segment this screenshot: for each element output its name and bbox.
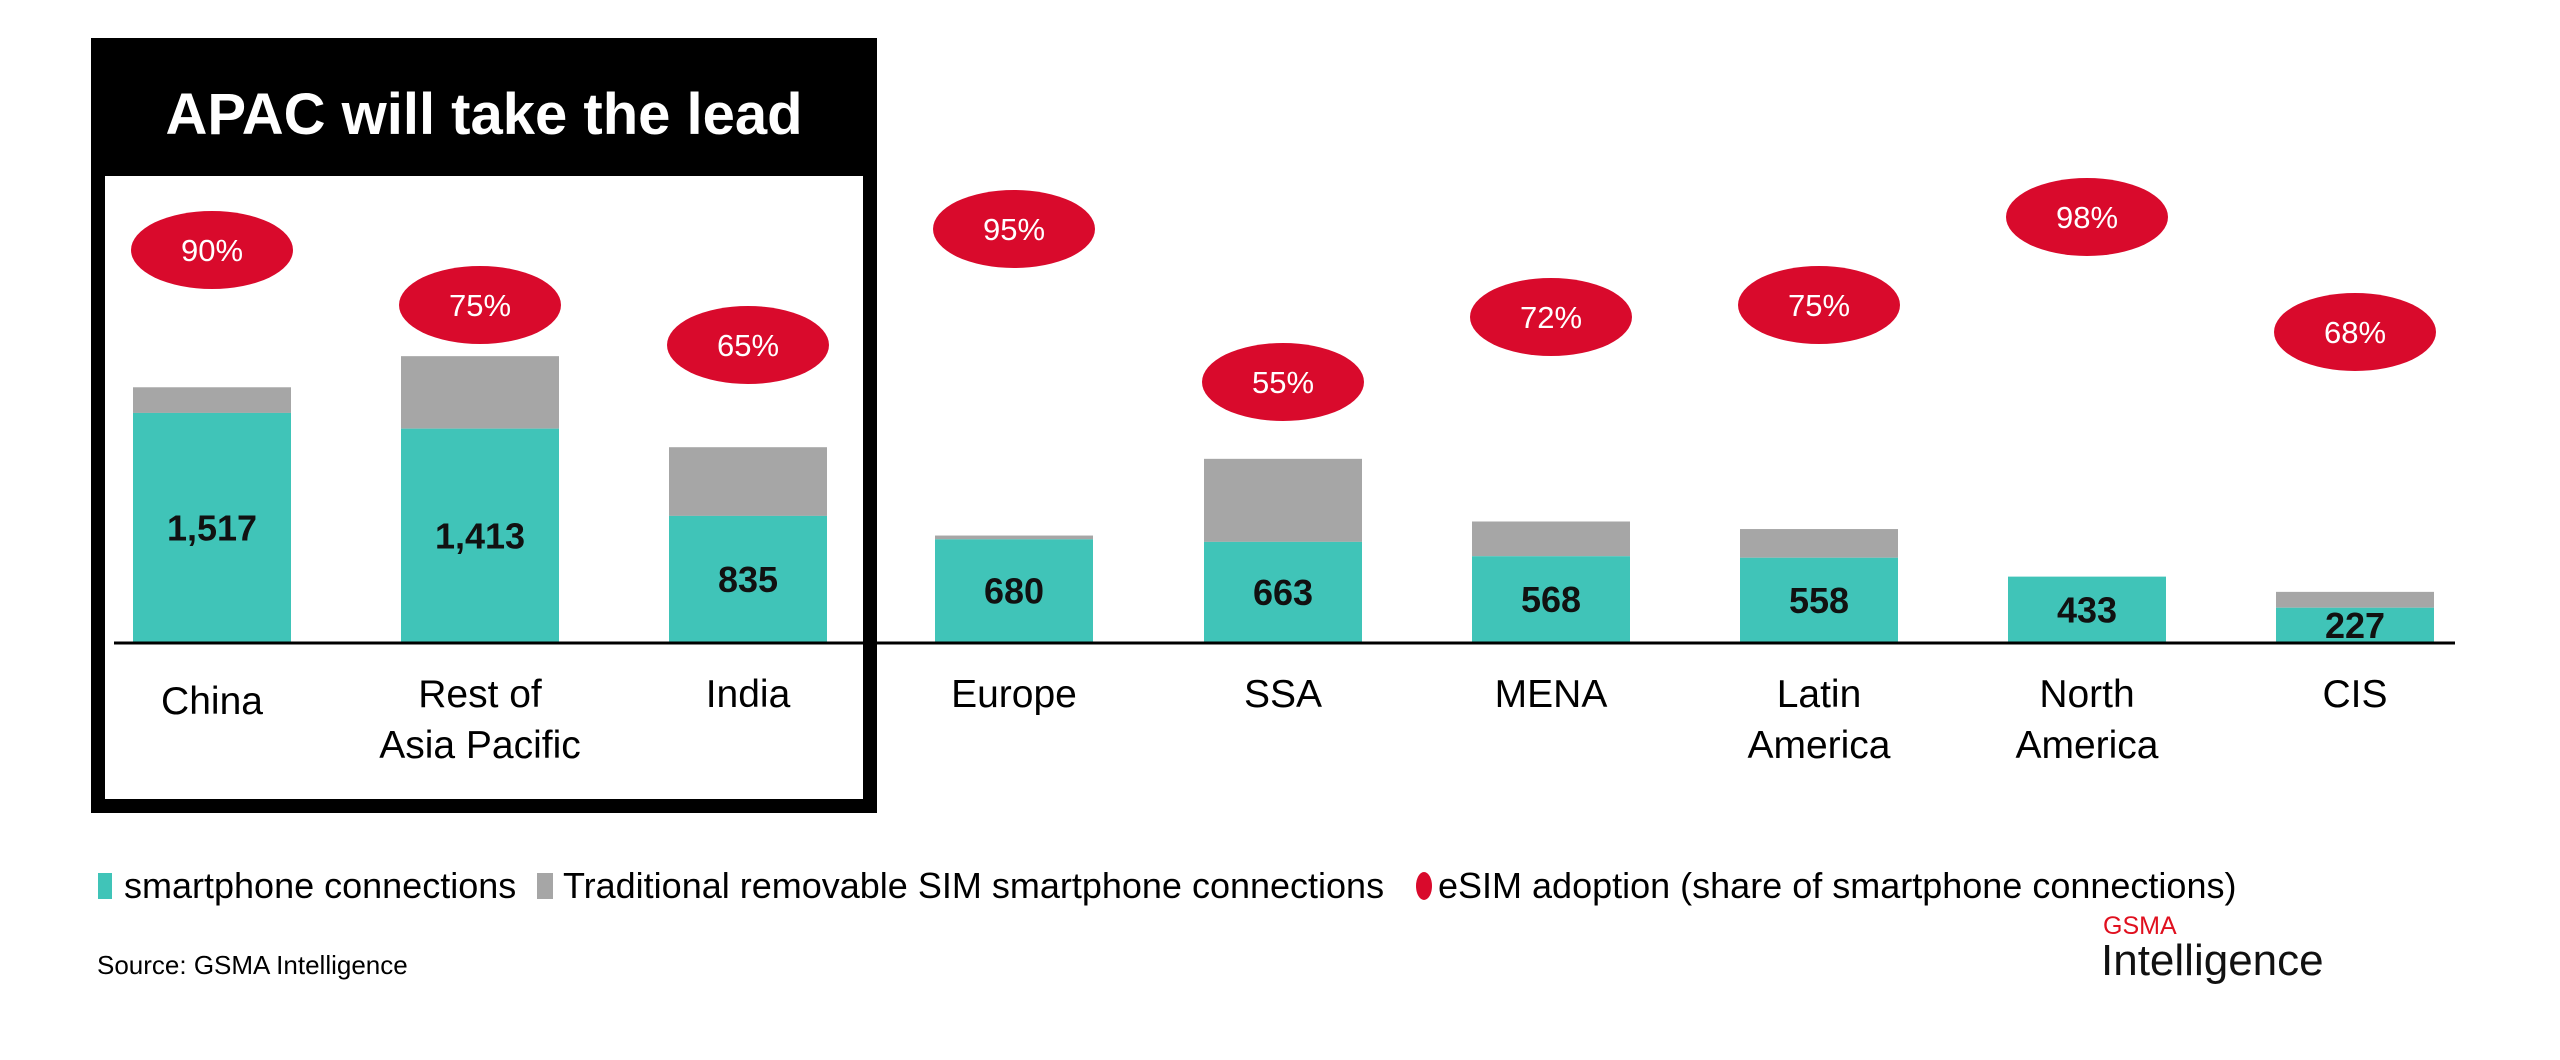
- category-label: Asia Pacific: [379, 724, 581, 767]
- bar-value-label: 1,517: [167, 507, 257, 548]
- esim-bubble-label: 90%: [181, 233, 243, 268]
- esim-bubble: [131, 211, 293, 289]
- bar-smartphone: [133, 412, 291, 642]
- bar-smartphone: [401, 428, 559, 642]
- bar-smartphone: [669, 515, 827, 642]
- legend-label-removable-sim: Traditional removable SIM smartphone con…: [563, 865, 1384, 906]
- logo-gsma: GSMA: [2103, 912, 2177, 940]
- bar-value-label: 680: [984, 571, 1044, 612]
- legend-swatch-removable-sim: [537, 873, 553, 899]
- apac-header-title: APAC will take the lead: [165, 82, 802, 147]
- category-label: America: [1747, 724, 1890, 767]
- gsma-intelligence-logo: GSMA Intelligence: [2101, 912, 2324, 985]
- esim-bubble-label: 72%: [1520, 300, 1582, 335]
- bar-smartphone: [935, 539, 1093, 642]
- bar-removable-sim: [1472, 521, 1630, 557]
- bar-value-label: 663: [1253, 572, 1313, 613]
- esim-bubble-label: 75%: [1788, 288, 1850, 323]
- esim-bubble-label: 68%: [2324, 315, 2386, 350]
- bar-removable-sim: [935, 535, 1093, 540]
- legend-label-smartphone: smartphone connections: [124, 865, 516, 906]
- logo-intelligence: Intelligence: [2101, 936, 2324, 985]
- legend-swatch-esim: [1416, 872, 1432, 900]
- bar-smartphone: [1740, 557, 1898, 642]
- category-label: Rest of: [418, 673, 542, 716]
- esim-bubble-label: 95%: [983, 212, 1045, 247]
- legend: smartphone connections Traditional remov…: [98, 865, 2236, 906]
- esim-bubble-label: 75%: [449, 288, 511, 323]
- esim-bubble-label: 65%: [717, 328, 779, 363]
- esim-bubble: [399, 266, 561, 344]
- esim-bubble: [933, 190, 1095, 268]
- category-label: China: [161, 680, 263, 723]
- esim-bubble-label: 55%: [1252, 365, 1314, 400]
- esim-bubble: [1738, 266, 1900, 344]
- category-label: North: [2039, 673, 2134, 716]
- category-label: America: [2015, 724, 2158, 767]
- esim-bubble: [667, 306, 829, 384]
- esim-bubble: [1202, 343, 1364, 421]
- bar-removable-sim: [1204, 458, 1362, 542]
- bar-removable-sim: [2276, 591, 2434, 608]
- bar-smartphone: [2008, 576, 2166, 642]
- category-label: Europe: [951, 673, 1077, 716]
- category-label: MENA: [1495, 673, 1608, 716]
- bar-value-label: 227: [2325, 605, 2385, 646]
- category-label: CIS: [2322, 673, 2387, 716]
- esim-bubble-label: 98%: [2056, 200, 2118, 235]
- bar-removable-sim: [1740, 529, 1898, 558]
- esim-bubble: [2006, 178, 2168, 256]
- bar-removable-sim: [401, 356, 559, 429]
- bar-removable-sim: [669, 447, 827, 516]
- bar-smartphone: [1204, 541, 1362, 642]
- legend-swatch-smartphone: [98, 873, 112, 899]
- legend-label-esim: eSIM adoption (share of smartphone conne…: [1438, 865, 2236, 906]
- apac-header-band: [91, 38, 877, 176]
- bar-smartphone: [2276, 607, 2434, 642]
- bar-removable-sim: [133, 387, 291, 413]
- category-label: Latin: [1777, 673, 1862, 716]
- esim-bubble: [2274, 293, 2436, 371]
- source-note: Source: GSMA Intelligence: [97, 950, 408, 980]
- bar-value-label: 835: [718, 559, 778, 600]
- category-label: India: [706, 673, 791, 716]
- bar-value-label: 568: [1521, 579, 1581, 620]
- esim-bubble: [1470, 278, 1632, 356]
- bar-value-label: 558: [1789, 580, 1849, 621]
- bar-value-label: 1,413: [435, 515, 525, 556]
- bar-smartphone: [1472, 556, 1630, 642]
- category-label: SSA: [1244, 673, 1322, 716]
- bar-value-label: 433: [2057, 589, 2117, 630]
